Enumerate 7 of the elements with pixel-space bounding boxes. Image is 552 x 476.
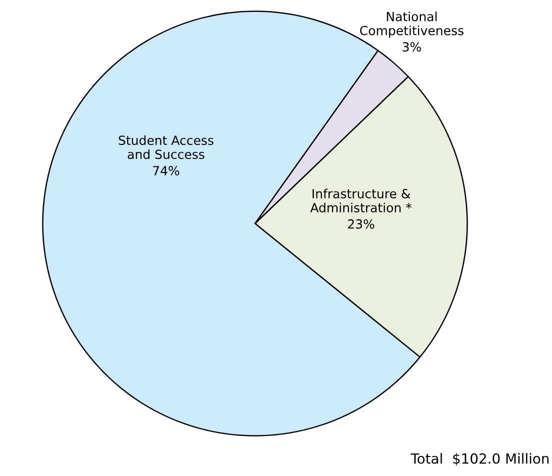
data-label: 74% bbox=[153, 166, 180, 176]
text: Total $102.0 Million bbox=[410, 453, 549, 466]
slice-label: National Competitiveness bbox=[360, 12, 464, 38]
slice-label: Student Access and Success bbox=[118, 135, 214, 160]
data-label: 23% bbox=[348, 219, 374, 229]
slice-label: Infrastructure & Administration * bbox=[310, 188, 412, 212]
data-label: 3% bbox=[402, 42, 421, 52]
